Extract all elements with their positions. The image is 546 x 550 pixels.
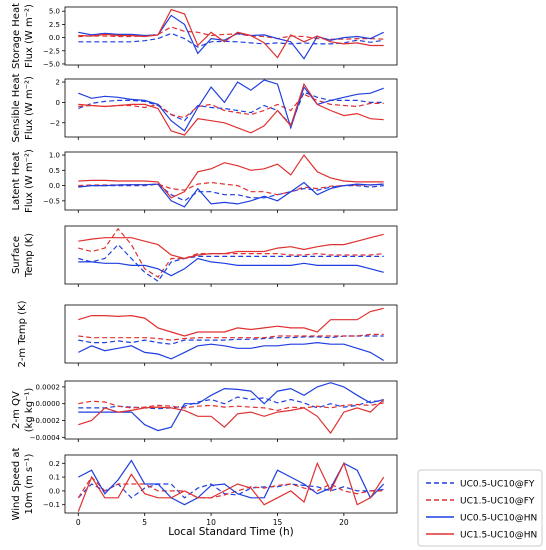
panel-1-ytick-label: 2.5 [49,21,60,29]
xtick-label: 20 [339,518,349,527]
xtick-label: 0 [76,518,81,527]
panel-7-series-line-3 [78,459,385,506]
panel-7-ytick-label: −0.1 [43,501,60,509]
panel-7-series-line-1 [77,483,384,499]
panel-6-ylabel: 2-m QV [11,391,22,429]
panel-3: −0.5 0.0 0.5 1.0 Latent Heat Flux (W m⁻²) [11,149,398,213]
legend-label: UC0.5-UC10@HN [460,514,537,524]
panel-5: 2-m Temp (K) [17,300,398,368]
panel-6-series-line-4 [78,399,385,435]
panel-5-series-line-4 [78,307,384,337]
panel-5-ylabel: 2-m Temp (K) [17,300,28,367]
panel-7-ylabel: Wind Speed at [11,447,22,520]
panel-4-ylabel: Temp (K) [24,233,35,278]
panel-2-ylabel: Flux (W m⁻²) [24,76,35,140]
panel-1-ylabel: Flux (W m⁻²) [24,4,35,68]
panel-2-ytick-label: 2 [56,79,60,87]
panel-3-ytick-label: 0.0 [49,182,60,190]
x-axis: 0 5 10 15 20 [76,518,349,527]
x-axis-label: Local Standard Time (h) [168,526,294,538]
panel-3-ytick-label: 0.5 [49,167,60,175]
legend-label: UC1.5-UC10@HN [460,531,537,541]
panel-7-ytick-label: 0.2 [49,460,60,468]
panel-1-ytick-label: −2.5 [43,47,60,55]
panel-2-series-line-1 [78,91,384,126]
panel-2-ytick-label: −2 [50,119,60,127]
panel-2-ytick-label: 0 [56,99,60,107]
panel-1-ytick-label: 0.0 [49,34,60,42]
panel-6-series-line-2 [78,400,384,412]
panel-6-series-line-1 [78,396,384,410]
panel-1-ytick-label: −5.0 [43,60,60,68]
legend-box [417,469,543,547]
panel-3-frame [64,151,398,211]
panel-5-series-line-2 [78,333,384,341]
panel-6-frame [64,380,398,440]
panel-3-ylabel: Latent Heat [11,151,22,210]
panel-4-frame [64,225,398,285]
panel-2-frame [64,78,398,138]
panel-1-ytick-label: 5.0 [49,8,60,16]
panel-2-series-line-4 [78,82,384,136]
panel-2-series-line-3 [78,79,384,132]
panel-1-frame [64,6,398,66]
panel-2: −2 0 2 Sensible Heat Flux (W m⁻²) [11,73,398,143]
panel-4-series-line-1 [78,243,384,283]
panel-4-series-line-2 [78,227,384,278]
panel-7-series-line-4 [77,461,385,512]
panel-7-ytick-label: 0.0 [49,487,60,495]
panel-1: −5.0 −2.5 0.0 2.5 5.0 Storage Heat Flux (W m⁻²… [11,3,398,69]
panel-7: −0.1 0.0 0.1 0.2 Wind Speed at 10m (m s⁻¹) [11,447,398,520]
panel-2-series-line-2 [78,93,384,119]
panel-3-series-line-3 [78,181,384,208]
legend-label: UC1.5-UC10@FY [460,497,535,507]
chart-legend: UC0.5-UC10@FY UC1.5-UC10@FY UC0.5-UC10@HN U… [417,469,543,547]
panel-1-series-line-4 [78,8,384,59]
panel-7-frame [64,454,398,514]
panel-4-ylabel: Surface [11,236,22,274]
panel-3-ytick-label: −0.5 [43,197,60,205]
panel-7-ytick-label: 0.1 [49,474,60,482]
panel-1-ylabel: Storage Heat [11,3,22,69]
legend-label: UC0.5-UC10@FY [460,480,535,490]
panel-2-ylabel: Sensible Heat [11,73,22,142]
panel-5-series-line-1 [78,335,384,345]
panel-4-series-line-3 [78,257,384,277]
panel-6-ytick-label: 0.0000 [36,400,61,408]
panel-3-series-line-4 [78,154,384,199]
panel-6-ytick-label: −0.0004 [30,434,61,442]
panel-6-ylabel: (kg kg⁻¹) [24,388,35,433]
panel-3-ylabel: Flux (W m⁻²) [24,149,35,213]
panel-4-series-line-4 [78,233,384,260]
xtick-label: 10 [206,518,216,527]
panel-6-ytick-label: −0.0002 [30,417,60,425]
panel-5-series-line-3 [78,341,385,362]
panel-7-ylabel: 10m (m s⁻¹) [24,453,35,514]
panel-6-ytick-label: 0.0002 [36,383,61,391]
panel-3-ytick-label: 1.0 [49,152,60,160]
panel-4: Surface Temp (K) [11,225,398,287]
xtick-label: 15 [273,518,283,527]
panel-6-series-line-3 [78,382,384,432]
panel-1-series-line-1 [78,32,384,48]
xtick-label: 5 [142,518,147,527]
panel-6: −0.0004 −0.0002 0.0000 0.0002 2-m QV (kg kg⁻¹… [11,380,398,442]
panel-5-frame [64,304,398,364]
panel-3-series-line-1 [78,183,384,202]
